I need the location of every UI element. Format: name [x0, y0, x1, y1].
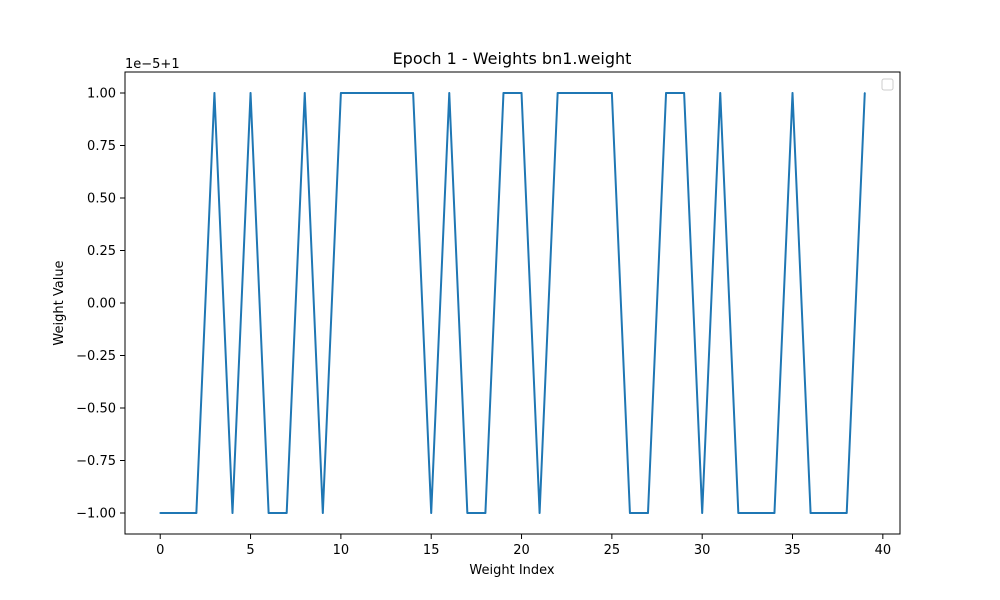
x-tick-label: 0: [156, 543, 164, 558]
y-tick-label: −0.50: [76, 402, 116, 417]
x-tick-label: 40: [875, 543, 892, 558]
data-point: [376, 92, 378, 94]
y-tick-label: 0.50: [87, 192, 116, 207]
data-point: [430, 512, 433, 514]
x-tick-label: 20: [513, 543, 530, 558]
x-axis-title: Weight Index: [469, 563, 555, 578]
data-point: [574, 92, 577, 94]
data-point: [755, 512, 758, 514]
data-point: [159, 512, 162, 514]
data-point: [303, 92, 306, 94]
data-point: [827, 512, 830, 514]
legend-box: [881, 78, 894, 91]
data-point: [466, 512, 469, 514]
data-point: [267, 512, 270, 514]
data-point: [412, 92, 415, 94]
data-point: [592, 92, 595, 94]
series-layer: [159, 92, 866, 514]
data-point: [556, 92, 559, 94]
data-point: [231, 512, 234, 514]
data-point: [249, 92, 252, 94]
x-tick-label: 35: [784, 543, 801, 558]
data-point: [177, 512, 180, 514]
data-point: [502, 92, 505, 94]
y-tick-label: −1.00: [76, 507, 116, 522]
data-point: [538, 512, 541, 514]
data-point: [791, 92, 794, 94]
y-tick-label: −0.75: [76, 454, 116, 469]
data-point: [737, 512, 740, 514]
y-tick-label: 0.75: [87, 139, 116, 154]
data-point: [448, 92, 451, 94]
data-point: [665, 92, 667, 94]
y-tick-label: 0.25: [87, 244, 116, 259]
plot-area-frame: [124, 71, 901, 535]
y-axis-title: Weight Value: [52, 260, 67, 345]
series-line: [160, 92, 866, 514]
data-point: [773, 512, 776, 514]
y-tick-label: 0.00: [87, 297, 116, 312]
data-point: [683, 92, 686, 94]
x-tick-label: 10: [333, 543, 350, 558]
data-point: [285, 512, 288, 514]
data-point: [195, 512, 198, 514]
data-point: [520, 92, 523, 94]
data-point: [701, 512, 704, 514]
data-point: [484, 512, 487, 514]
data-point: [629, 512, 631, 514]
x-tick-label: 25: [604, 543, 621, 558]
x-tick-label: 30: [694, 543, 711, 558]
y-offset-label: 1e−5+1: [125, 57, 180, 72]
y-tick-label: −0.25: [76, 349, 116, 364]
y-tick-label: 1.00: [87, 87, 116, 102]
x-tick-label: 5: [246, 543, 254, 558]
y-axis-ticks: −1.00 −0.75 −0.50 −0.25 0.00 0.25 0.50 0.75 1.00: [76, 87, 125, 522]
data-point: [719, 92, 722, 94]
data-point: [610, 92, 613, 94]
data-point: [339, 92, 342, 94]
x-tick-label: 15: [423, 543, 440, 558]
data-point: [845, 512, 848, 514]
data-point: [213, 92, 216, 94]
data-point: [394, 92, 396, 94]
data-point: [358, 92, 360, 94]
x-axis-ticks: 0 5 10 15 20 25 30 35 40: [156, 534, 891, 558]
data-point: [321, 512, 324, 514]
data-point: [647, 512, 649, 514]
data-point: [863, 92, 866, 94]
chart-title: Epoch 1 - Weights bn1.weight: [393, 49, 632, 68]
data-point: [809, 512, 812, 514]
